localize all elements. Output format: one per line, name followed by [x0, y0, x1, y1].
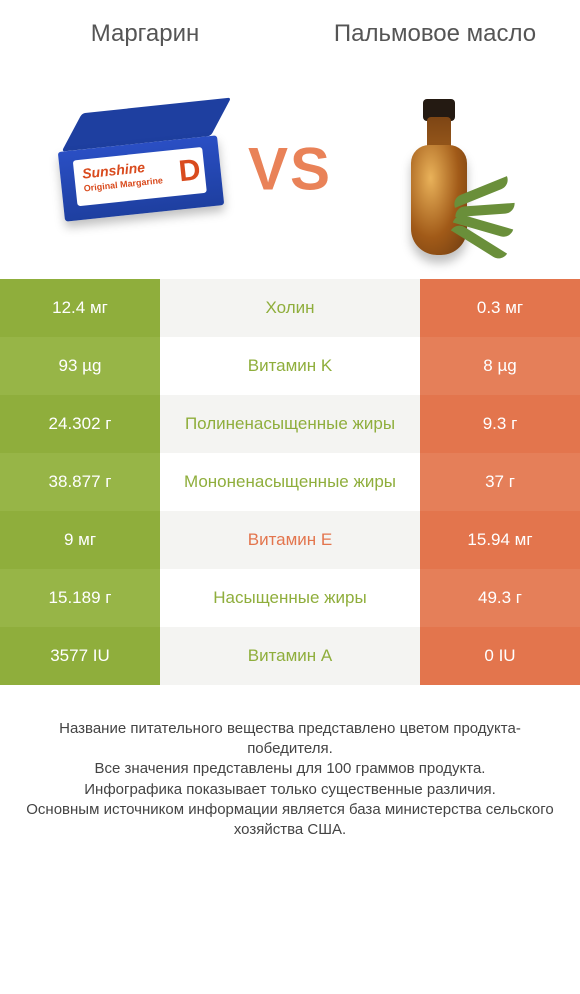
product-image-left: Sunshine D Original Margarine — [0, 59, 290, 279]
table-row: 93 µgВитамин K8 µg — [0, 337, 580, 395]
product-images-row: Sunshine D Original Margarine VS — [0, 59, 580, 279]
nutrient-label: Мононенасыщенные жиры — [160, 453, 420, 511]
footer-notes: Название питательного вещества представл… — [0, 685, 580, 841]
footer-line: Все значения представлены для 100 граммо… — [26, 759, 554, 779]
value-right: 8 µg — [420, 337, 580, 395]
title-row: Маргарин Пальмовое масло — [0, 20, 580, 49]
value-right: 37 г — [420, 453, 580, 511]
nutrient-label: Витамин E — [160, 511, 420, 569]
footer-line: Инфографика показывает только существенн… — [26, 780, 554, 800]
value-right: 15.94 мг — [420, 511, 580, 569]
table-row: 12.4 мгХолин0.3 мг — [0, 279, 580, 337]
margarine-icon: Sunshine D Original Margarine — [56, 113, 235, 225]
value-right: 49.3 г — [420, 569, 580, 627]
value-left: 3577 IU — [0, 627, 160, 685]
value-right: 9.3 г — [420, 395, 580, 453]
comparison-table: 12.4 мгХолин0.3 мг93 µgВитамин K8 µg24.3… — [0, 279, 580, 685]
value-left: 12.4 мг — [0, 279, 160, 337]
value-left: 24.302 г — [0, 395, 160, 453]
table-row: 38.877 гМононенасыщенные жиры37 г — [0, 453, 580, 511]
footer-line: Название питательного вещества представл… — [26, 719, 554, 760]
title-left: Маргарин — [0, 20, 290, 49]
table-row: 15.189 гНасыщенные жиры49.3 г — [0, 569, 580, 627]
oil-bottle-icon — [365, 69, 505, 269]
nutrient-label: Насыщенные жиры — [160, 569, 420, 627]
value-left: 9 мг — [0, 511, 160, 569]
value-right: 0 IU — [420, 627, 580, 685]
table-row: 3577 IUВитамин A0 IU — [0, 627, 580, 685]
title-right: Пальмовое масло — [290, 20, 580, 49]
table-row: 24.302 гПолиненасыщенные жиры9.3 г — [0, 395, 580, 453]
nutrient-label: Полиненасыщенные жиры — [160, 395, 420, 453]
footer-line: Основным источником информации является … — [26, 800, 554, 841]
infographic: Маргарин Пальмовое масло Sunshine D Orig… — [0, 0, 580, 840]
nutrient-label: Холин — [160, 279, 420, 337]
product-image-right — [290, 59, 580, 279]
table-row: 9 мгВитамин E15.94 мг — [0, 511, 580, 569]
vs-label: VS — [248, 134, 332, 203]
nutrient-label: Витамин K — [160, 337, 420, 395]
value-right: 0.3 мг — [420, 279, 580, 337]
value-left: 15.189 г — [0, 569, 160, 627]
value-left: 38.877 г — [0, 453, 160, 511]
value-left: 93 µg — [0, 337, 160, 395]
nutrient-label: Витамин A — [160, 627, 420, 685]
